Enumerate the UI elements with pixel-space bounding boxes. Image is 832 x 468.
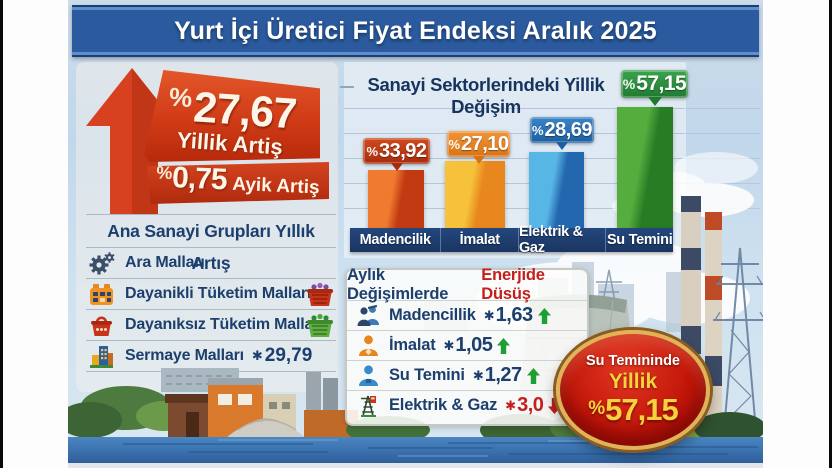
up-arrow-icon xyxy=(526,367,540,384)
category-axis: Madencilik İmalat Elektrik & Gaz Su Temi… xyxy=(350,224,673,256)
up-arrow-icon xyxy=(497,337,511,354)
badge-value: %57,15 xyxy=(588,391,678,427)
green-basket-icon xyxy=(304,311,334,339)
category-label: İmalat xyxy=(441,228,519,252)
monthly-changes-panel: Aylık Değişimlerde Enerjide Düsüş Madenc… xyxy=(345,266,589,426)
main-groups-section: Ana Sanayi Grupları Yıllık Artış xyxy=(86,214,336,372)
left-black-edge xyxy=(0,0,3,468)
divider xyxy=(86,371,336,372)
bar-su-temini xyxy=(617,107,673,228)
poster: Yurt İçi Üretici Fiyat Endeksi Aralık 20… xyxy=(68,0,763,468)
worker-blue-icon xyxy=(356,363,381,388)
badge-line2: Yillik xyxy=(608,369,658,393)
row-label: İmalat xyxy=(389,336,436,354)
monthly-row-elektrik-gaz: Elektrik & Gaz ✱ 3,0 xyxy=(347,390,587,420)
header-primary: Aylık Değişimlerde xyxy=(347,266,449,303)
list-item: Dayanıksız Tüketim Malları xyxy=(86,309,336,340)
chart-title: Sanayi Sektorlerindeki Yillik Değişim xyxy=(367,74,605,117)
group-label: Ara Malları xyxy=(125,254,205,271)
bar-value: 57,15 xyxy=(636,72,687,95)
row-value: 1,05 xyxy=(455,334,493,356)
machine-icon xyxy=(88,281,115,308)
percent-sign: % xyxy=(168,81,194,114)
bar-value-callout: % 33,92 xyxy=(363,138,430,171)
divider xyxy=(86,214,336,215)
percent-sign: % xyxy=(622,76,636,92)
group-label: Sermaye Malları xyxy=(125,347,244,364)
monthly-row-imalat: İmalat ✱ 1,05 xyxy=(347,330,587,360)
row-label: Elektrik & Gaz xyxy=(389,396,498,414)
bar-elektrik-gaz xyxy=(529,152,584,228)
row-value: 1,27 xyxy=(484,364,522,386)
top-value-callout: % 57,15 xyxy=(621,70,688,106)
yearly-increase-ribbon: %27,67 Yillik Artiş xyxy=(144,70,320,162)
monthly-increase-ribbon: %0,75 Ayik Artiş xyxy=(147,162,329,204)
gears-icon xyxy=(88,250,115,277)
row-label: Madencillik xyxy=(389,306,476,324)
list-item: Ara Malları xyxy=(86,247,336,278)
row-label: Su Temini xyxy=(389,366,465,384)
category-label: Elektrik & Gaz xyxy=(519,224,607,256)
pylon-icon xyxy=(356,393,381,418)
list-item: Sermaye Malları ✱ 29,79 xyxy=(86,340,336,371)
asterisk-mark: ✱ xyxy=(472,367,484,383)
badge-line1: Su Temininde xyxy=(586,352,680,369)
title-banner: Yurt İçi Üretici Fiyat Endeksi Aralık 20… xyxy=(72,5,759,57)
percent-sign: % xyxy=(366,143,378,159)
group-label: Dayanıksız Tüketim Malları xyxy=(125,316,324,333)
monthly-row-madencilik: Madencillik ✱ 1,63 xyxy=(347,300,587,330)
page-title: Yurt İçi Üretici Fiyat Endeksi Aralık 20… xyxy=(174,16,657,45)
buildings-icon xyxy=(88,343,115,370)
list-item: Dayanikli Tüketim Malları xyxy=(86,278,336,309)
asterisk-mark: ✱ xyxy=(251,348,263,363)
monthly-row-su-temini: Su Temini ✱ 1,27 xyxy=(347,360,587,390)
bar-value: 27,10 xyxy=(461,132,509,155)
basket-icon xyxy=(88,312,115,339)
monthly-value: 0,75 xyxy=(171,161,228,197)
su-temini-highlight-badge: Su Temininde Yillik %57,15 xyxy=(556,330,710,450)
group-label: Dayanikli Tüketim Malları xyxy=(125,285,312,302)
monthly-label: Ayik Artiş xyxy=(231,173,321,199)
red-basket-icon xyxy=(304,280,334,308)
bar-madencilik xyxy=(368,170,424,228)
monthly-panel-header: Aylık Değişimlerde Enerjide Düsüş xyxy=(347,266,587,303)
asterisk-mark: ✱ xyxy=(505,397,517,413)
right-black-edge xyxy=(829,0,832,468)
worker-orange-icon xyxy=(356,333,381,358)
percent-sign: % xyxy=(448,136,460,152)
asterisk-mark: ✱ xyxy=(443,337,455,353)
bar-value: 28,69 xyxy=(544,118,593,141)
bar-imalat xyxy=(445,161,505,228)
title-dash-decor xyxy=(340,86,354,88)
percent-sign: % xyxy=(588,397,606,419)
row-value: 1,63 xyxy=(495,304,533,326)
up-arrow-icon xyxy=(537,307,551,324)
bar-value-callout: % 27,10 xyxy=(447,131,510,164)
row-value: 3,0 xyxy=(517,394,544,416)
chart-gridlines-extension xyxy=(684,108,760,232)
percent-sign: % xyxy=(531,122,544,138)
main-groups-header: Ana Sanayi Grupları Yıllık Artış xyxy=(107,221,315,273)
group-value: 29,79 xyxy=(264,345,313,366)
bar-value-callout: % 28,69 xyxy=(530,117,594,150)
category-label: Su Temini xyxy=(606,232,673,248)
header-accent: Enerjide Düsüş xyxy=(481,266,545,303)
bar-value: 33,92 xyxy=(379,139,427,162)
miners-icon xyxy=(356,303,381,328)
asterisk-mark: ✱ xyxy=(483,307,495,323)
category-label: Madencilik xyxy=(350,228,442,252)
